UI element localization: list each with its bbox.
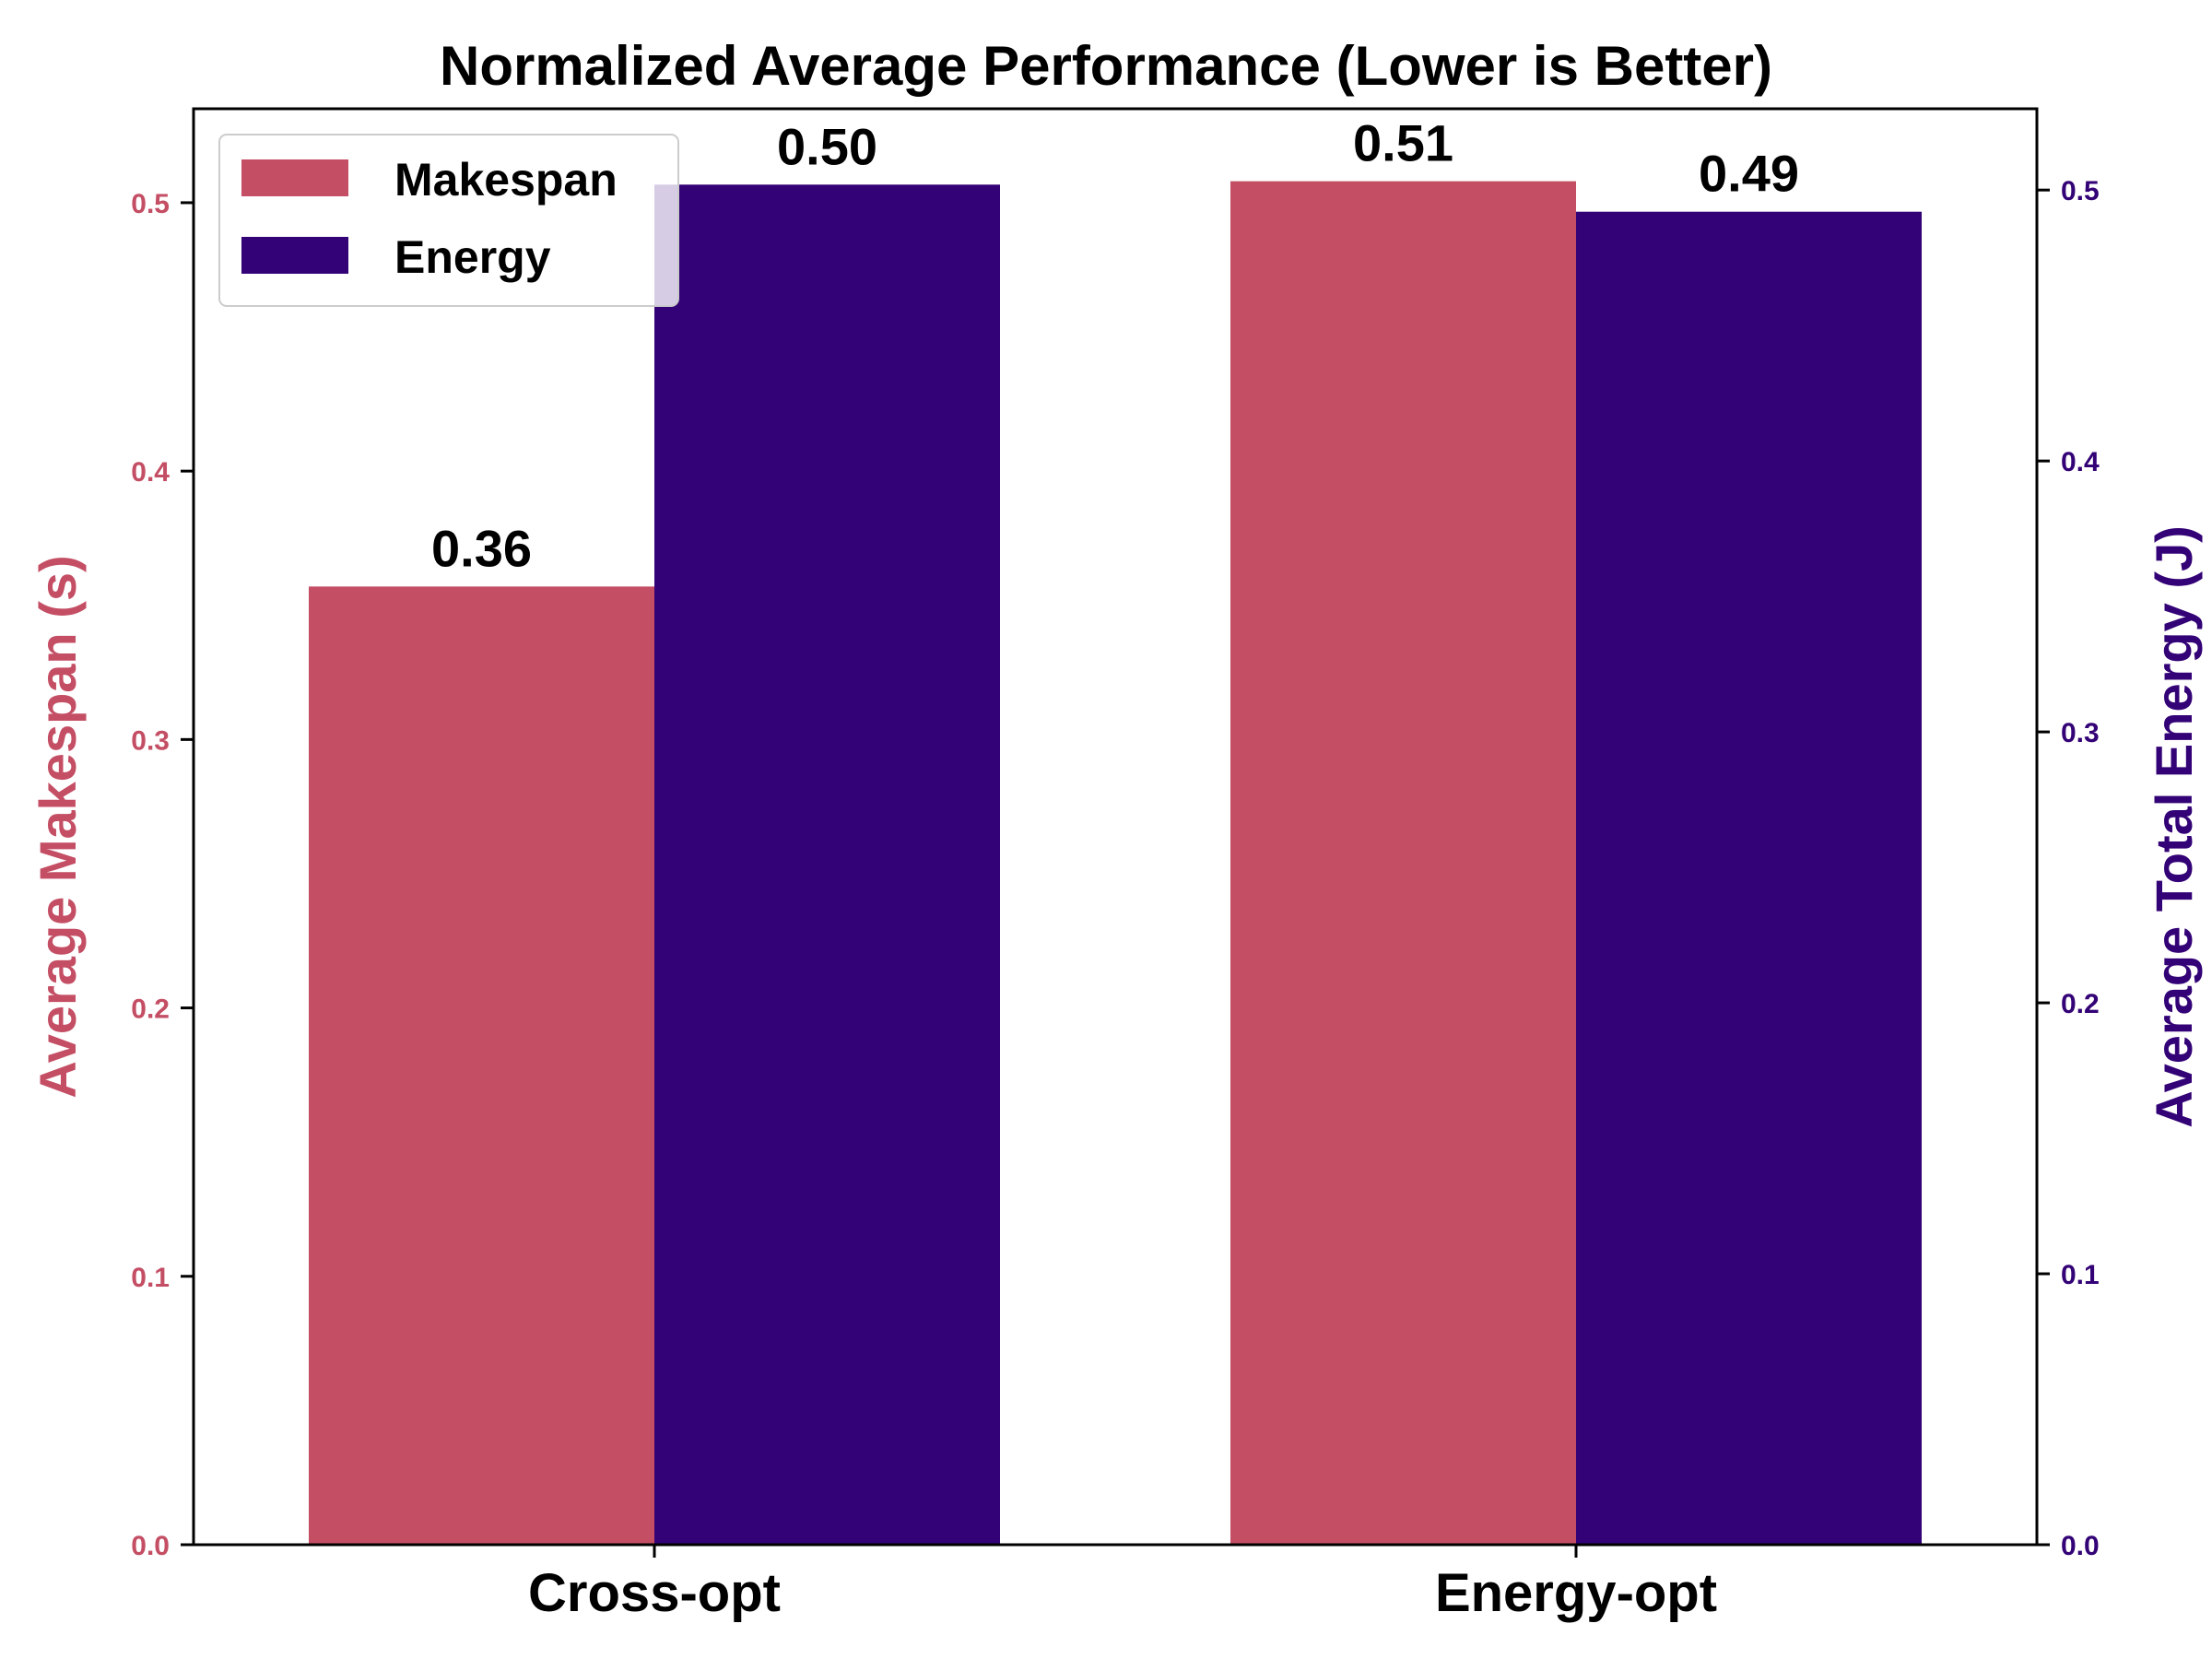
bar-energy-energy-opt xyxy=(1576,211,1922,1545)
right-tick-label: 0.3 xyxy=(2061,718,2100,748)
right-tick-label: 0.4 xyxy=(2061,447,2100,477)
right-y-axis: 0.0 0.1 0.2 0.3 0.4 0.5 xyxy=(2037,176,2100,1561)
left-y-axis: 0.0 0.1 0.2 0.3 0.4 0.5 xyxy=(131,189,194,1561)
bar-energy-cross-opt xyxy=(654,184,1000,1545)
left-tick-label: 0.1 xyxy=(131,1263,170,1293)
data-label-makespan-cross-opt: 0.36 xyxy=(431,519,532,577)
legend-label-energy: Energy xyxy=(394,231,551,283)
data-label-energy-energy-opt: 0.49 xyxy=(1699,145,1799,203)
right-tick-label: 0.5 xyxy=(2061,176,2100,206)
bars xyxy=(309,181,1922,1546)
right-tick-label: 0.0 xyxy=(2061,1531,2100,1561)
bar-makespan-cross-opt xyxy=(309,586,654,1546)
x-tick-label-cross-opt: Cross-opt xyxy=(528,1563,781,1623)
right-tick-label: 0.2 xyxy=(2061,989,2100,1019)
data-labels: 0.36 0.51 0.50 0.49 xyxy=(431,114,1799,578)
legend: Makespan Energy xyxy=(218,134,679,307)
x-tick-label-energy-opt: Energy-opt xyxy=(1435,1563,1717,1623)
right-y-axis-label: Average Total Energy (J) xyxy=(2145,525,2203,1128)
left-tick-label: 0.5 xyxy=(131,189,170,219)
left-tick-label: 0.2 xyxy=(131,994,170,1025)
left-tick-label: 0.0 xyxy=(131,1531,170,1561)
legend-swatch-makespan xyxy=(241,159,348,196)
data-label-energy-cross-opt: 0.50 xyxy=(777,117,877,175)
left-tick-label: 0.4 xyxy=(131,457,170,488)
data-label-makespan-energy-opt: 0.51 xyxy=(1353,114,1453,172)
bar-makespan-energy-opt xyxy=(1230,181,1576,1545)
left-tick-label: 0.3 xyxy=(131,725,170,756)
right-tick-label: 0.1 xyxy=(2061,1260,2100,1290)
legend-label-makespan: Makespan xyxy=(394,154,618,206)
legend-swatch-energy xyxy=(241,237,348,274)
chart-title: Normalized Average Performance (Lower is… xyxy=(440,35,1772,97)
plot-frame xyxy=(192,107,2039,1547)
left-y-axis-label: Average Makespan (s) xyxy=(29,555,87,1098)
x-axis: Cross-opt Energy-opt xyxy=(528,1545,1717,1623)
